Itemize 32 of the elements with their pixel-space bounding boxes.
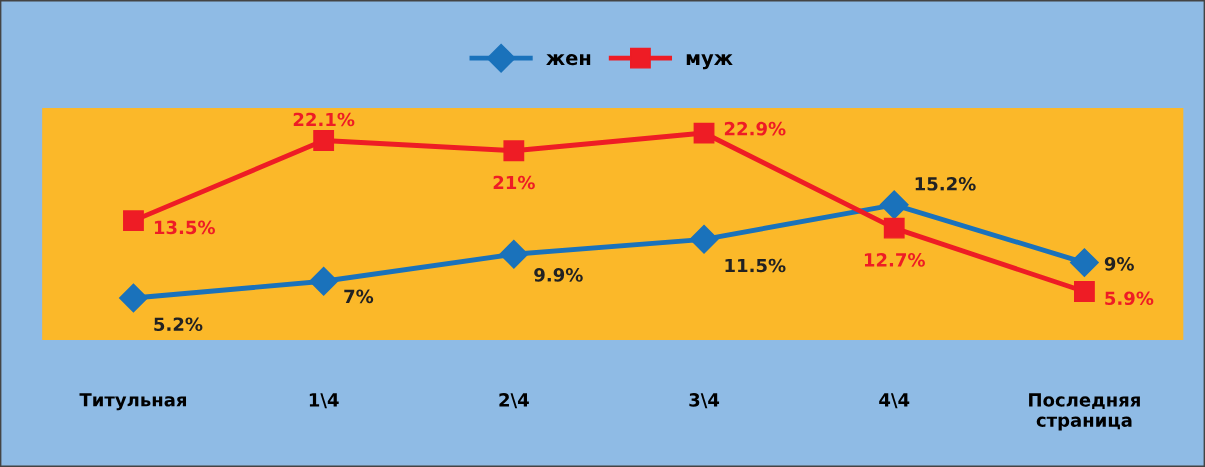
data-label: 5.9% xyxy=(1105,291,1154,306)
x-tick-label: Титульная xyxy=(79,393,187,411)
x-tick-label: 4\4 xyxy=(879,393,910,409)
data-label: 12.7% xyxy=(864,253,925,267)
point xyxy=(313,130,335,151)
x-tick-label: Последняя страница xyxy=(1029,393,1140,431)
data-label: 22.1% xyxy=(293,112,355,127)
point xyxy=(309,266,339,296)
point xyxy=(123,210,144,232)
x-tick-label: 3\4 xyxy=(689,393,720,409)
x-tick-label: 1\4 xyxy=(309,393,339,409)
point xyxy=(503,140,525,162)
point xyxy=(499,239,529,269)
legend-label: муж xyxy=(686,54,733,70)
point xyxy=(879,190,909,220)
data-label: 9.9% xyxy=(534,268,583,282)
point xyxy=(693,122,715,144)
data-label: 13.5% xyxy=(154,220,215,235)
x-tick-label: 2\4 xyxy=(499,393,529,409)
legend-label: жен xyxy=(546,54,591,66)
point xyxy=(1073,281,1095,302)
point xyxy=(1069,248,1099,278)
data-label: 15.2% xyxy=(915,176,976,191)
data-label: 5.2% xyxy=(154,317,203,332)
data-label: 9% xyxy=(1104,256,1134,271)
data-label: 7% xyxy=(344,289,374,304)
point xyxy=(119,283,148,313)
point xyxy=(689,224,719,254)
data-label: 11.5% xyxy=(725,258,786,273)
point xyxy=(883,217,905,239)
data-label: 22.9% xyxy=(724,121,786,136)
data-label: 21% xyxy=(493,175,535,190)
